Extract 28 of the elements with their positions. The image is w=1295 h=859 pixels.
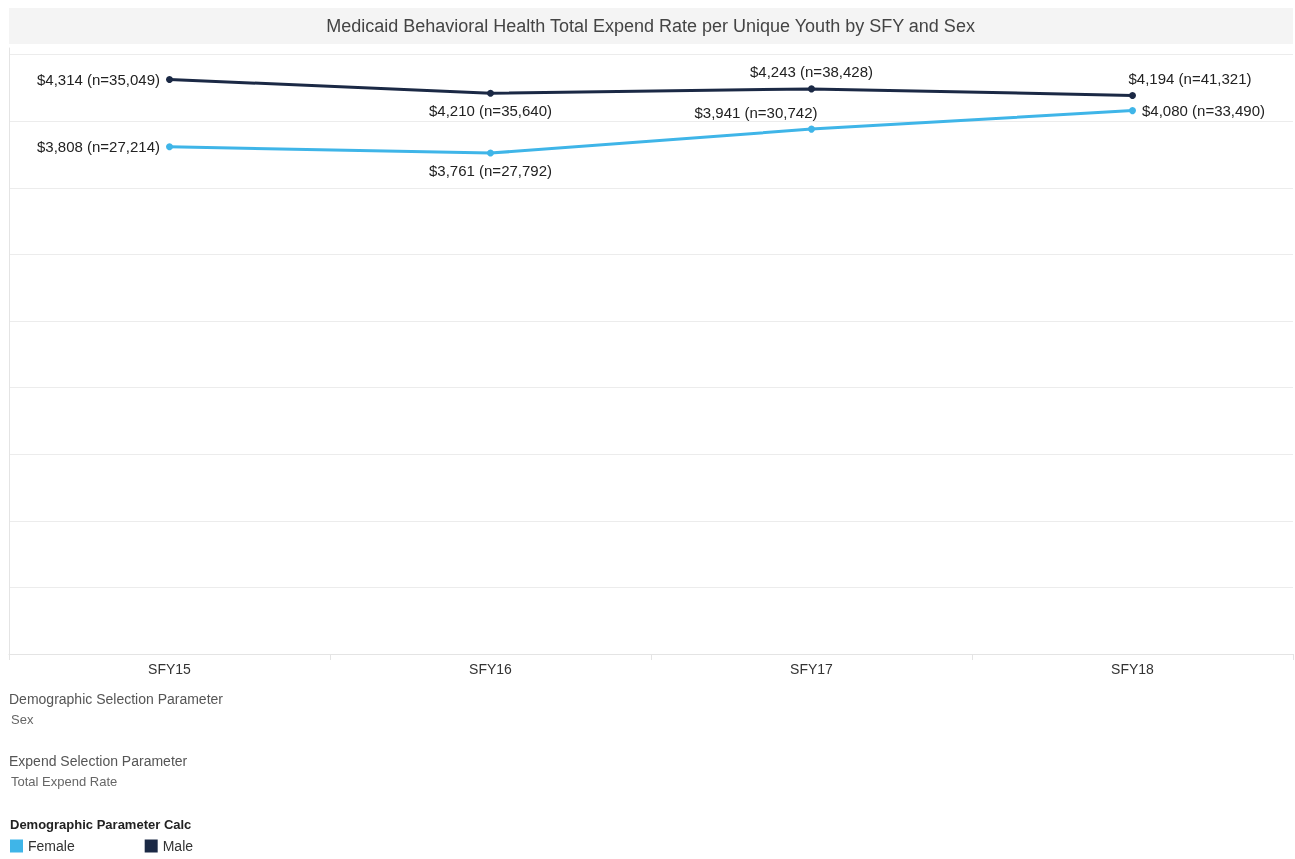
data-label: $4,080 (n=33,490)	[1142, 102, 1266, 120]
data-label: $4,194 (n=41,321)	[1128, 69, 1252, 87]
x-tick-label: SFY18	[1111, 661, 1155, 677]
data-label: $4,243 (n=38,428)	[749, 63, 874, 81]
x-tick-label: SFY17	[790, 661, 834, 677]
text: Demographic Selection Parameter	[9, 691, 224, 707]
x-tick-label: SFY16	[469, 661, 513, 677]
text: Expend Selection Parameter	[9, 753, 188, 769]
point	[487, 149, 494, 157]
text: Total Expend Rate	[11, 774, 118, 789]
legend-label: Female	[28, 838, 75, 854]
point	[166, 75, 173, 83]
data-label: $3,808 (n=27,214)	[36, 138, 160, 156]
x-tick-label: SFY15	[148, 661, 192, 677]
data-label: $3,761 (n=27,792)	[428, 161, 553, 179]
point	[808, 125, 815, 133]
point	[166, 143, 173, 151]
data-label: $4,210 (n=35,640)	[428, 101, 553, 119]
point	[1129, 107, 1136, 115]
chart-title: Medicaid Behavioral Health Total Expend Rate per Unique Youth by SFY and Sex	[326, 16, 975, 36]
point	[808, 85, 815, 93]
legend-label: Male	[162, 838, 194, 854]
point	[1129, 91, 1136, 99]
text: Sex	[11, 712, 34, 727]
point	[487, 89, 494, 97]
legend-title: Demographic Parameter Calc	[10, 817, 192, 832]
data-label: $4,314 (n=35,049)	[36, 70, 160, 88]
data-label: $3,941 (n=30,742)	[694, 103, 818, 121]
